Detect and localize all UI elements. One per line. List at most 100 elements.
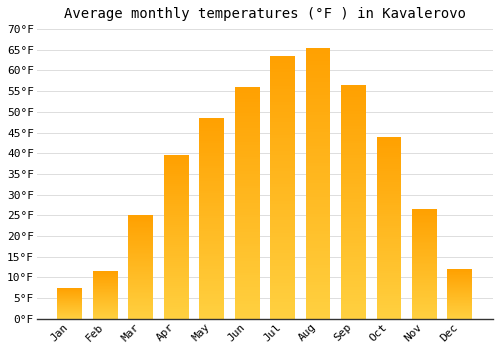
Bar <box>376 234 402 237</box>
Bar <box>341 266 366 269</box>
Bar <box>200 224 224 226</box>
Bar <box>235 133 260 136</box>
Bar <box>376 146 402 148</box>
Bar <box>235 307 260 310</box>
Bar <box>128 239 153 240</box>
Bar <box>376 137 402 139</box>
Bar <box>200 294 224 296</box>
Bar <box>341 103 366 105</box>
Bar <box>164 155 188 158</box>
Bar <box>412 238 437 239</box>
Bar <box>448 299 472 300</box>
Bar <box>235 194 260 197</box>
Bar <box>376 244 402 246</box>
Bar <box>128 246 153 248</box>
Bar <box>164 163 188 166</box>
Bar <box>93 307 118 308</box>
Bar <box>376 223 402 225</box>
Bar <box>93 300 118 301</box>
Bar <box>376 266 402 269</box>
Bar <box>200 306 224 309</box>
Bar <box>93 302 118 303</box>
Bar <box>235 290 260 293</box>
Bar <box>306 278 330 282</box>
Bar <box>412 211 437 212</box>
Bar <box>376 198 402 201</box>
Bar <box>128 236 153 237</box>
Bar <box>376 160 402 162</box>
Bar <box>448 296 472 297</box>
Bar <box>128 249 153 250</box>
Bar <box>93 315 118 316</box>
Bar <box>58 290 82 291</box>
Bar <box>93 318 118 319</box>
Bar <box>270 184 295 188</box>
Bar <box>341 252 366 254</box>
Bar <box>341 155 366 158</box>
Bar <box>235 310 260 313</box>
Bar <box>93 271 118 272</box>
Bar <box>412 230 437 231</box>
Bar <box>200 239 224 241</box>
Bar <box>58 303 82 304</box>
Bar <box>448 312 472 313</box>
Bar <box>306 265 330 268</box>
Bar <box>58 300 82 301</box>
Bar <box>306 251 330 254</box>
Bar <box>412 279 437 280</box>
Bar <box>341 307 366 310</box>
Bar <box>270 243 295 247</box>
Bar <box>235 96 260 99</box>
Bar <box>306 146 330 149</box>
Bar <box>200 176 224 178</box>
Bar <box>270 253 295 257</box>
Bar <box>164 227 188 229</box>
Bar <box>376 314 402 317</box>
Bar <box>341 173 366 176</box>
Bar <box>270 85 295 89</box>
Bar <box>93 313 118 314</box>
Bar <box>58 288 82 289</box>
Bar <box>58 307 82 308</box>
Bar <box>93 314 118 315</box>
Bar <box>270 122 295 125</box>
Bar <box>164 258 188 260</box>
Bar <box>412 235 437 237</box>
Bar <box>448 281 472 282</box>
Bar <box>200 146 224 148</box>
Bar <box>58 311 82 312</box>
Bar <box>412 232 437 234</box>
Bar <box>235 145 260 148</box>
Bar <box>376 157 402 160</box>
Bar <box>128 271 153 272</box>
Bar <box>128 256 153 257</box>
Bar <box>200 191 224 194</box>
Bar <box>341 290 366 293</box>
Bar <box>128 275 153 276</box>
Bar <box>128 284 153 285</box>
Bar <box>306 285 330 288</box>
Bar <box>93 297 118 298</box>
Bar <box>341 167 366 170</box>
Bar <box>376 141 402 144</box>
Bar <box>93 272 118 273</box>
Bar <box>270 138 295 141</box>
Bar <box>200 218 224 221</box>
Bar <box>376 299 402 301</box>
Bar <box>376 248 402 251</box>
Bar <box>448 304 472 305</box>
Bar <box>306 105 330 109</box>
Bar <box>93 296 118 297</box>
Bar <box>164 274 188 276</box>
Bar <box>128 272 153 274</box>
Bar <box>200 286 224 289</box>
Bar <box>376 148 402 150</box>
Bar <box>376 278 402 280</box>
Bar <box>93 277 118 278</box>
Bar <box>306 288 330 292</box>
Bar <box>270 210 295 214</box>
Bar <box>306 68 330 71</box>
Bar <box>376 312 402 314</box>
Bar <box>448 300 472 301</box>
Bar <box>270 188 295 191</box>
